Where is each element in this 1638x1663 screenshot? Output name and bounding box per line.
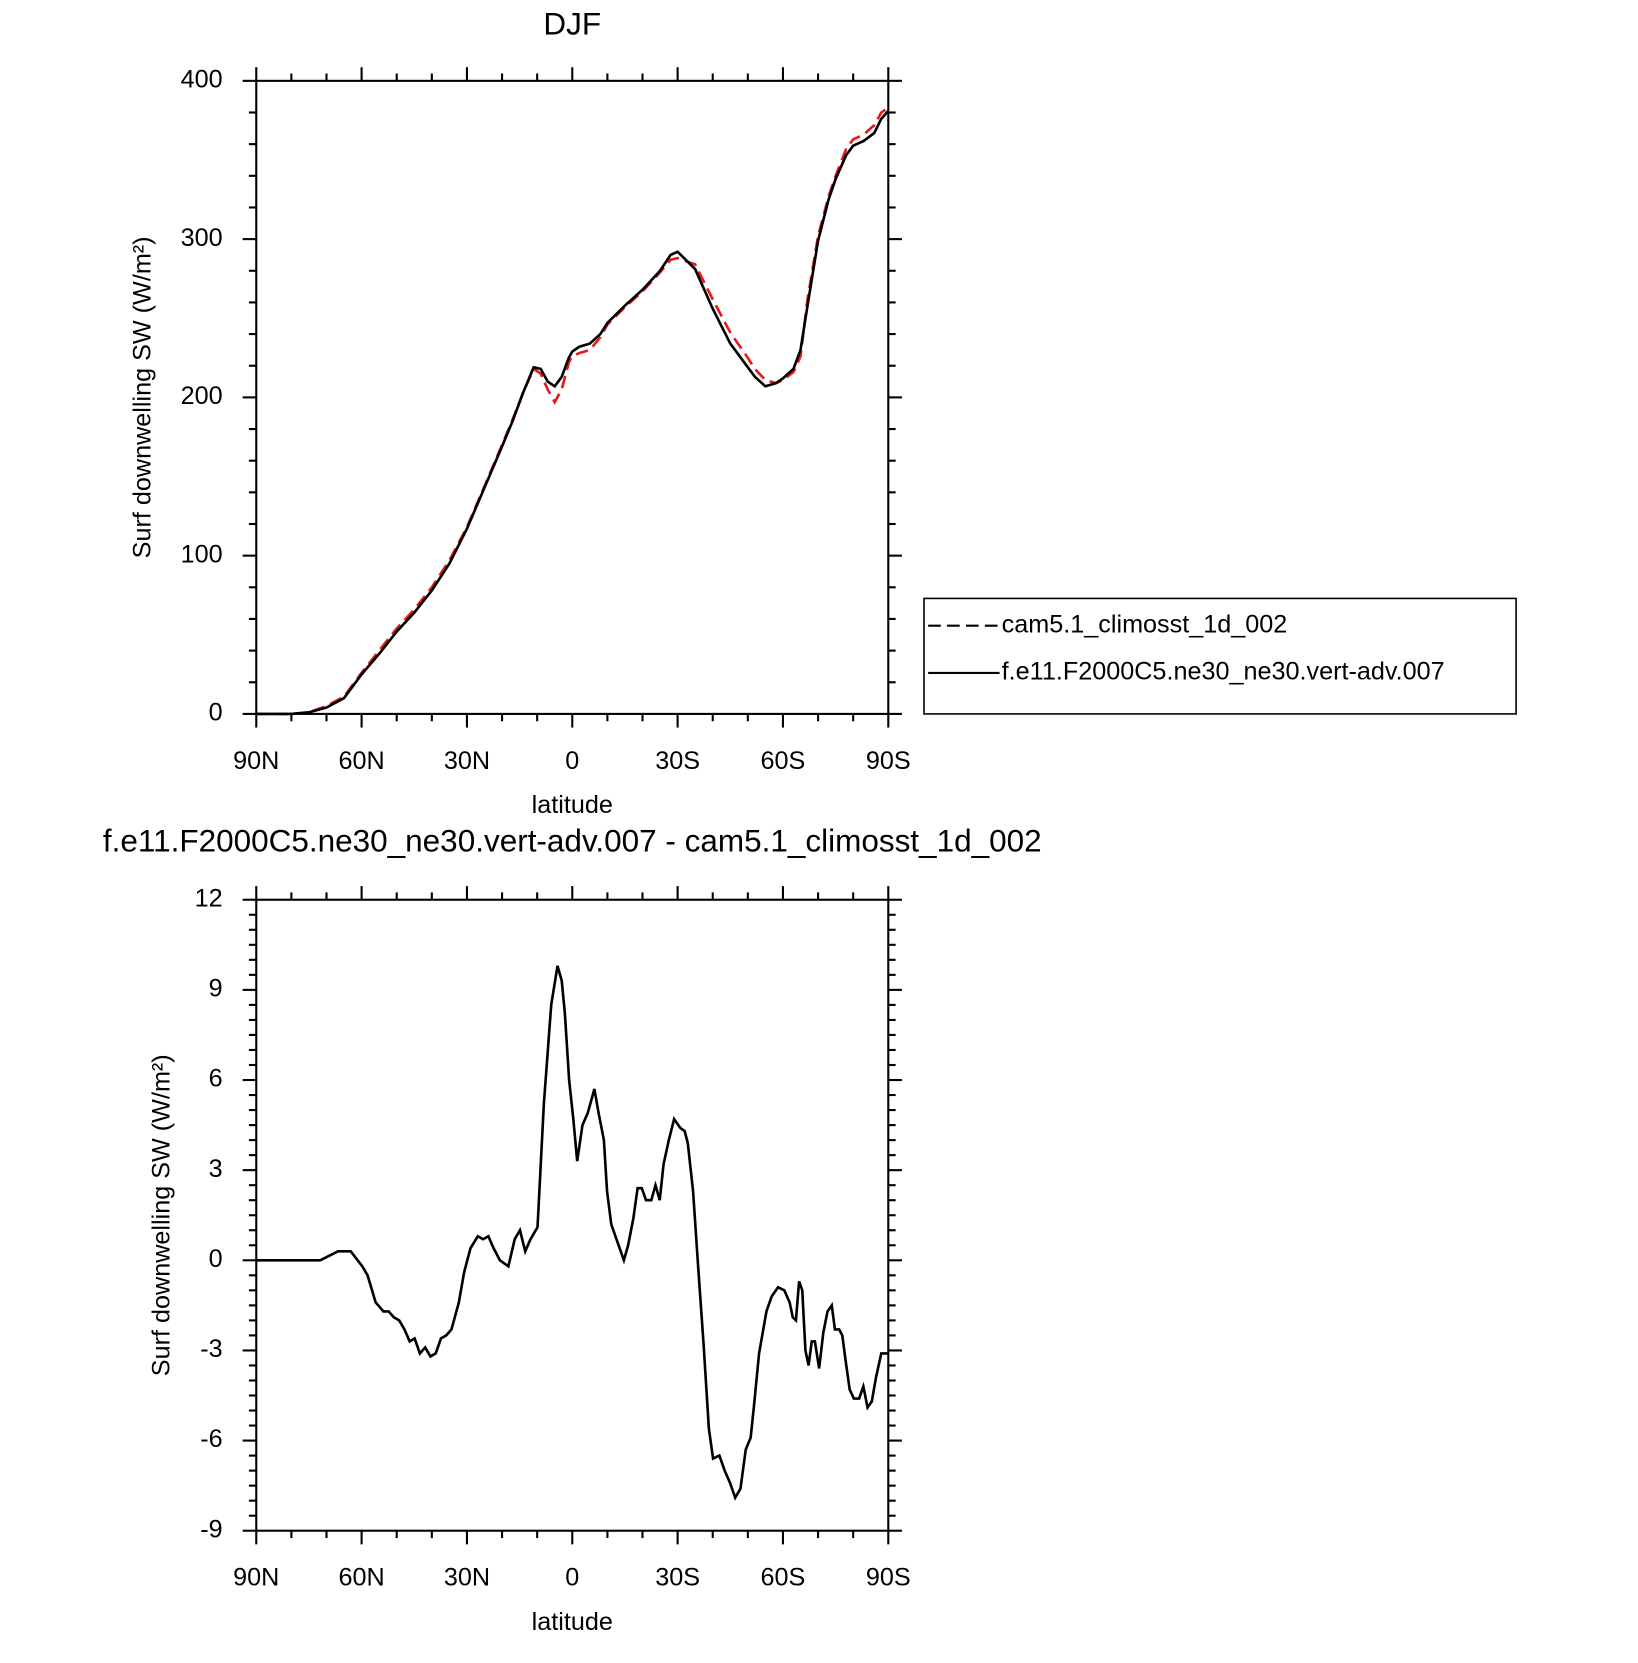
y-tick-label: 12 (195, 884, 223, 912)
x-tick-label: 0 (565, 747, 579, 775)
y-tick-label: 9 (209, 975, 223, 1003)
y-tick-label: -3 (200, 1335, 222, 1363)
x-axis-label: latitude (532, 791, 613, 819)
x-tick-label: 60S (761, 1564, 806, 1592)
x-tick-label: 90S (866, 747, 911, 775)
y-tick-label: 3 (209, 1155, 223, 1183)
legend-label: f.e11.F2000C5.ne30_ne30.vert-adv.007 (1002, 658, 1445, 686)
plot-frame (255, 79, 890, 715)
chart-title: DJF (543, 6, 601, 42)
x-tick-label: 30N (444, 747, 490, 775)
y-tick-label: 200 (181, 382, 223, 410)
x-tick-label: 90N (233, 1564, 279, 1592)
y-tick-label: 400 (181, 65, 223, 93)
y-tick-label: 300 (181, 224, 223, 252)
y-axis-label: Surf downwelling SW (W/m²) (129, 236, 157, 558)
x-tick-label: 90S (866, 1564, 911, 1592)
y-tick-label: -9 (200, 1515, 222, 1543)
data-line (256, 965, 889, 1501)
chart-title: f.e11.F2000C5.ne30_ne30.vert-adv.007 - c… (103, 822, 1042, 858)
plot-frame (255, 898, 890, 1532)
legend-label: cam5.1_climosst_1d_002 (1002, 610, 1288, 638)
x-tick-label: 30N (444, 1564, 490, 1592)
legend-box (923, 597, 1517, 715)
y-tick-label: 0 (209, 1245, 223, 1273)
x-tick-label: 60N (338, 1564, 384, 1592)
y-tick-label: 0 (209, 699, 223, 727)
x-tick-label: 60N (338, 747, 384, 775)
x-axis-label: latitude (532, 1608, 613, 1636)
data-line (256, 110, 890, 716)
y-tick-label: -6 (200, 1425, 222, 1453)
x-tick-label: 90N (233, 747, 279, 775)
x-tick-label: 0 (565, 1564, 579, 1592)
data-line (256, 106, 890, 716)
y-tick-label: 6 (209, 1065, 223, 1093)
y-tick-label: 100 (181, 540, 223, 568)
x-tick-label: 60S (761, 747, 806, 775)
x-tick-label: 30S (655, 747, 700, 775)
x-tick-label: 30S (655, 1564, 700, 1592)
y-axis-label: Surf downwelling SW (W/m²) (147, 1054, 175, 1376)
